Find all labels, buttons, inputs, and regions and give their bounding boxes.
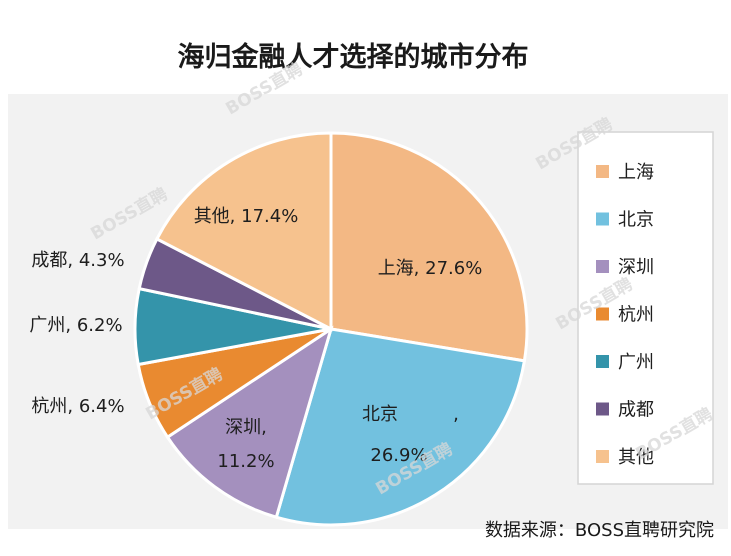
legend-swatch-6 [596,450,609,463]
legend-swatch-3 [596,307,609,321]
pie-slices [133,131,529,527]
legend-label-2: 深圳 [618,257,654,278]
pie-slice-0 [329,131,529,363]
legend-label-4: 广州 [618,352,654,373]
legend-swatch-5 [596,402,609,416]
legend-swatch-0 [596,165,609,178]
legend-label-6: 其他 [618,447,654,468]
slice-label-6: 其他, 17.4% [194,206,299,227]
legend-label-1: 北京 [618,210,654,231]
legend-swatch-2 [596,260,609,273]
pie-labels: 上海, 27.6% 北京, 26.9% 深圳, 11.2% 杭州, 6.4% 广州, 6.2… [29,206,482,472]
pie-slice-6 [154,131,333,332]
legend-swatch-1 [596,212,609,226]
pie-slice-2 [165,325,334,520]
slice-label-0: 上海, 27.6% [378,258,483,279]
legend-label-3: 杭州 [618,305,654,326]
slice-label-3: 杭州, 6.4% [31,396,124,417]
pie-slice-1 [274,327,527,527]
slice-label-4: 广州, 6.2% [29,315,122,336]
source-note: 数据来源：BOSS直聘研究院 [485,520,714,541]
slice-label-2: 深圳, 11.2% [217,417,274,472]
slice-label-5: 成都, 4.3% [31,250,124,271]
legend-swatch-4 [596,355,609,368]
legend-label-5: 成都 [618,400,654,421]
chart-title: 海归金融人才选择的城市分布 [178,41,529,73]
slice-label-1: 北京, 26.9% [362,404,459,466]
legend-label-0: 上海 [618,162,654,183]
